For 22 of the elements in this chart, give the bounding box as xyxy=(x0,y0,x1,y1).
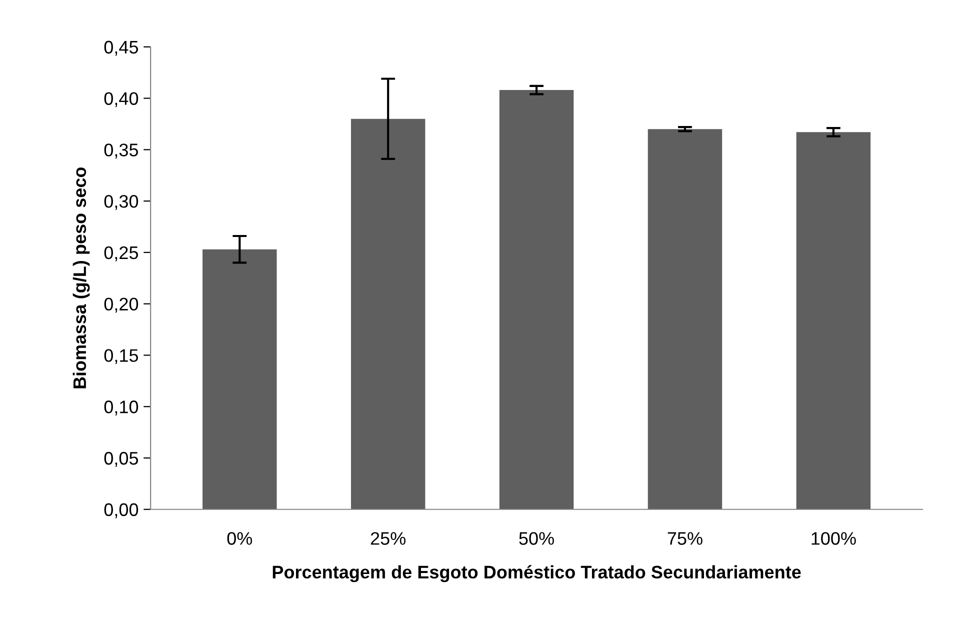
y-tick-label: 0,40 xyxy=(104,92,138,108)
x-tick-label: 100% xyxy=(812,532,856,545)
y-tick-label: 0,10 xyxy=(104,400,138,416)
bar xyxy=(648,129,722,510)
x-tick-label: 25% xyxy=(370,532,406,545)
bar xyxy=(499,90,574,510)
y-tick-label: 0,15 xyxy=(104,349,138,364)
y-tick-label: 0,30 xyxy=(104,194,138,210)
bar xyxy=(350,118,426,510)
x-tick-label: 50% xyxy=(519,532,554,545)
y-tick-label: 0,35 xyxy=(104,144,138,159)
x-tick-label: 75% xyxy=(668,532,702,545)
y-tick-label: 0,05 xyxy=(104,452,138,467)
bar xyxy=(202,249,277,510)
y-axis-title: Biomassa (g/L) peso seco xyxy=(72,167,90,388)
y-tick-label: 0,25 xyxy=(104,246,138,262)
x-axis-title: Porcentagem de Esgoto Doméstico Tratado Secundariamente xyxy=(272,565,801,582)
y-tick-label: 0,00 xyxy=(104,503,138,518)
y-tick-label: 0,20 xyxy=(104,298,138,313)
x-tick-label: 0% xyxy=(227,532,252,545)
bar xyxy=(796,132,871,510)
y-tick-label: 0,45 xyxy=(104,40,138,56)
